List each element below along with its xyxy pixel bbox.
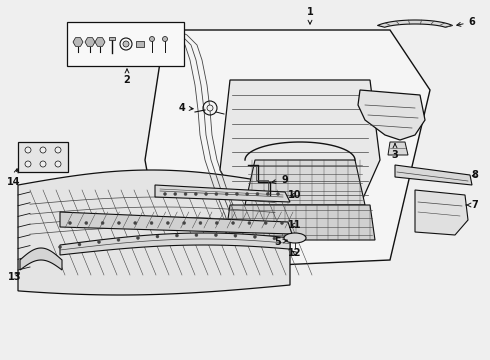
Circle shape bbox=[195, 193, 197, 195]
Polygon shape bbox=[155, 185, 290, 202]
Circle shape bbox=[215, 234, 218, 237]
Polygon shape bbox=[220, 80, 380, 205]
Polygon shape bbox=[145, 30, 430, 270]
Circle shape bbox=[98, 240, 100, 244]
Circle shape bbox=[225, 193, 228, 195]
Circle shape bbox=[248, 221, 251, 225]
Text: 10: 10 bbox=[288, 190, 302, 200]
Circle shape bbox=[215, 193, 218, 195]
Circle shape bbox=[232, 221, 235, 225]
Circle shape bbox=[78, 243, 81, 246]
Circle shape bbox=[40, 147, 46, 153]
Circle shape bbox=[149, 36, 154, 41]
Circle shape bbox=[234, 234, 237, 237]
Polygon shape bbox=[358, 90, 425, 140]
Circle shape bbox=[137, 237, 140, 239]
Polygon shape bbox=[388, 142, 408, 155]
Circle shape bbox=[69, 221, 72, 225]
Polygon shape bbox=[18, 142, 68, 172]
Text: 11: 11 bbox=[288, 220, 302, 230]
Circle shape bbox=[199, 221, 202, 225]
Circle shape bbox=[25, 147, 31, 153]
Circle shape bbox=[215, 221, 218, 225]
Text: 3: 3 bbox=[392, 144, 398, 160]
Circle shape bbox=[150, 221, 153, 225]
Circle shape bbox=[118, 221, 121, 225]
Circle shape bbox=[256, 193, 259, 195]
Polygon shape bbox=[73, 38, 83, 46]
Polygon shape bbox=[18, 170, 290, 295]
Circle shape bbox=[117, 238, 120, 241]
Polygon shape bbox=[225, 205, 375, 240]
Text: 8: 8 bbox=[471, 170, 478, 180]
Circle shape bbox=[85, 221, 88, 225]
Polygon shape bbox=[395, 165, 472, 185]
Circle shape bbox=[163, 36, 168, 41]
Text: 14: 14 bbox=[7, 169, 21, 187]
Circle shape bbox=[58, 246, 62, 248]
Polygon shape bbox=[378, 20, 452, 27]
Text: 5: 5 bbox=[274, 237, 287, 247]
Circle shape bbox=[101, 221, 104, 225]
Circle shape bbox=[55, 147, 61, 153]
Polygon shape bbox=[60, 212, 292, 234]
Circle shape bbox=[207, 105, 213, 111]
Circle shape bbox=[174, 193, 177, 195]
Circle shape bbox=[164, 193, 167, 195]
Circle shape bbox=[166, 221, 170, 225]
Text: 13: 13 bbox=[8, 272, 22, 282]
Circle shape bbox=[235, 193, 239, 195]
Ellipse shape bbox=[284, 233, 306, 243]
Polygon shape bbox=[415, 190, 468, 235]
Polygon shape bbox=[109, 37, 115, 40]
Text: 6: 6 bbox=[457, 17, 475, 27]
Circle shape bbox=[175, 234, 178, 237]
Circle shape bbox=[245, 193, 249, 195]
Circle shape bbox=[264, 221, 267, 225]
Polygon shape bbox=[85, 38, 95, 46]
Circle shape bbox=[40, 161, 46, 167]
Circle shape bbox=[266, 193, 269, 195]
Polygon shape bbox=[136, 41, 144, 47]
Text: 1: 1 bbox=[307, 7, 314, 24]
FancyBboxPatch shape bbox=[67, 22, 184, 66]
Circle shape bbox=[273, 237, 276, 240]
Polygon shape bbox=[60, 233, 290, 255]
Circle shape bbox=[25, 161, 31, 167]
Polygon shape bbox=[95, 38, 105, 46]
Circle shape bbox=[55, 161, 61, 167]
Circle shape bbox=[276, 193, 279, 195]
Circle shape bbox=[134, 221, 137, 225]
Text: 4: 4 bbox=[179, 103, 193, 113]
Polygon shape bbox=[20, 248, 62, 270]
Circle shape bbox=[183, 221, 186, 225]
Circle shape bbox=[253, 235, 256, 238]
Circle shape bbox=[156, 235, 159, 238]
Circle shape bbox=[195, 234, 198, 237]
Circle shape bbox=[184, 193, 187, 195]
Text: 9: 9 bbox=[272, 175, 289, 185]
Circle shape bbox=[123, 41, 129, 47]
Polygon shape bbox=[245, 160, 365, 205]
Text: 12: 12 bbox=[288, 248, 302, 258]
Circle shape bbox=[280, 221, 284, 225]
Circle shape bbox=[205, 193, 208, 195]
Text: 2: 2 bbox=[123, 69, 130, 85]
Text: 7: 7 bbox=[466, 200, 478, 210]
